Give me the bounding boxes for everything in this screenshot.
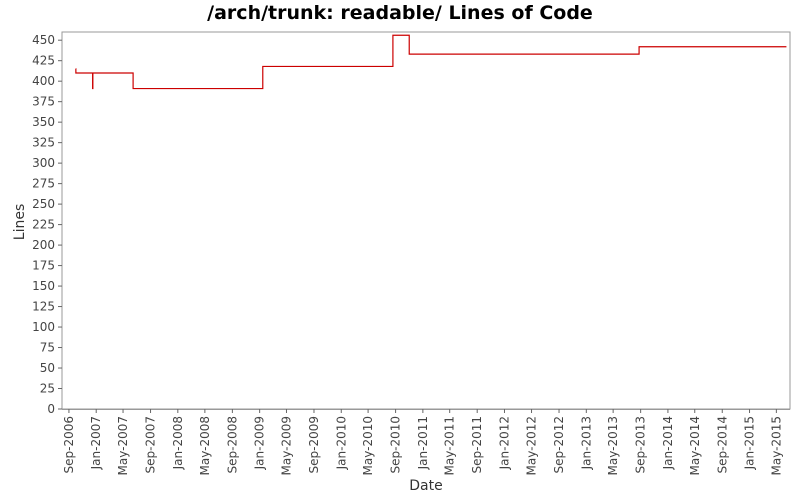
y-tick-label: 225: [32, 218, 55, 232]
x-tick-label: May-2011: [443, 416, 457, 475]
x-tick-label: Sep-2008: [225, 416, 239, 474]
y-tick-label: 125: [32, 300, 55, 314]
chart-title: /arch/trunk: readable/ Lines of Code: [207, 2, 593, 24]
x-tick-label: Sep-2013: [634, 416, 648, 474]
x-tick-label: Jan-2007: [89, 416, 103, 470]
x-tick-label: Sep-2006: [62, 416, 76, 474]
x-tick-label: May-2008: [198, 416, 212, 475]
y-tick-label: 25: [40, 382, 55, 396]
x-tick-label: Sep-2007: [144, 416, 158, 474]
x-tick-label: Sep-2009: [307, 416, 321, 474]
x-tick-label: Sep-2010: [389, 416, 403, 474]
y-tick-label: 400: [32, 74, 55, 88]
y-tick-label: 200: [32, 238, 55, 252]
y-tick-label: 100: [32, 320, 55, 334]
x-tick-label: Jan-2013: [579, 416, 593, 470]
y-tick-label: 75: [40, 341, 55, 355]
plot-border: [61, 31, 791, 410]
x-axis-title: Date: [409, 478, 442, 494]
x-tick-label: May-2012: [525, 416, 539, 475]
y-tick-label: 325: [32, 136, 55, 150]
y-tick-label: 425: [32, 54, 55, 68]
y-tick-label: 300: [32, 156, 55, 170]
x-tick-label: Jan-2008: [171, 416, 185, 470]
y-tick-label: 0: [47, 402, 55, 416]
x-tick-label: Sep-2011: [470, 416, 484, 474]
x-tick-label: May-2009: [279, 416, 293, 475]
y-tick-label: 275: [32, 177, 55, 191]
y-axis-title: Lines: [12, 204, 28, 240]
series-layer: [75, 34, 787, 90]
y-tick-label: 450: [32, 33, 55, 47]
x-tick-label: Jan-2009: [253, 416, 267, 470]
plot-area: [61, 31, 791, 410]
y-axis: 0 25 50 75 100 125 150 175 200 225 250 275 300 325 350…: [32, 33, 62, 416]
x-tick-label: Jan-2011: [416, 416, 430, 470]
x-tick-label: Jan-2014: [661, 416, 675, 470]
y-tick-label: 350: [32, 115, 55, 129]
x-tick-label: Jan-2015: [743, 416, 757, 470]
y-tick-label: 250: [32, 197, 55, 211]
y-tick-label: 375: [32, 95, 55, 109]
x-tick-label: May-2015: [769, 416, 783, 475]
y-tick-label: 150: [32, 279, 55, 293]
y-tick-label: 175: [32, 259, 55, 273]
x-tick-label: May-2013: [606, 416, 620, 475]
x-tick-label: May-2007: [116, 416, 130, 475]
x-tick-label: Jan-2012: [497, 416, 511, 470]
x-axis: Sep-2006 Jan-2007 May-2007 Sep-2007 Jan-2008…: [62, 409, 790, 475]
x-tick-label: Sep-2014: [715, 416, 729, 474]
x-tick-label: May-2010: [361, 416, 375, 475]
x-tick-label: Sep-2012: [552, 416, 566, 474]
x-tick-label: Jan-2010: [334, 416, 348, 470]
series-line: [75, 34, 787, 90]
x-tick-label: May-2014: [688, 416, 702, 475]
y-tick-label: 50: [40, 361, 55, 375]
